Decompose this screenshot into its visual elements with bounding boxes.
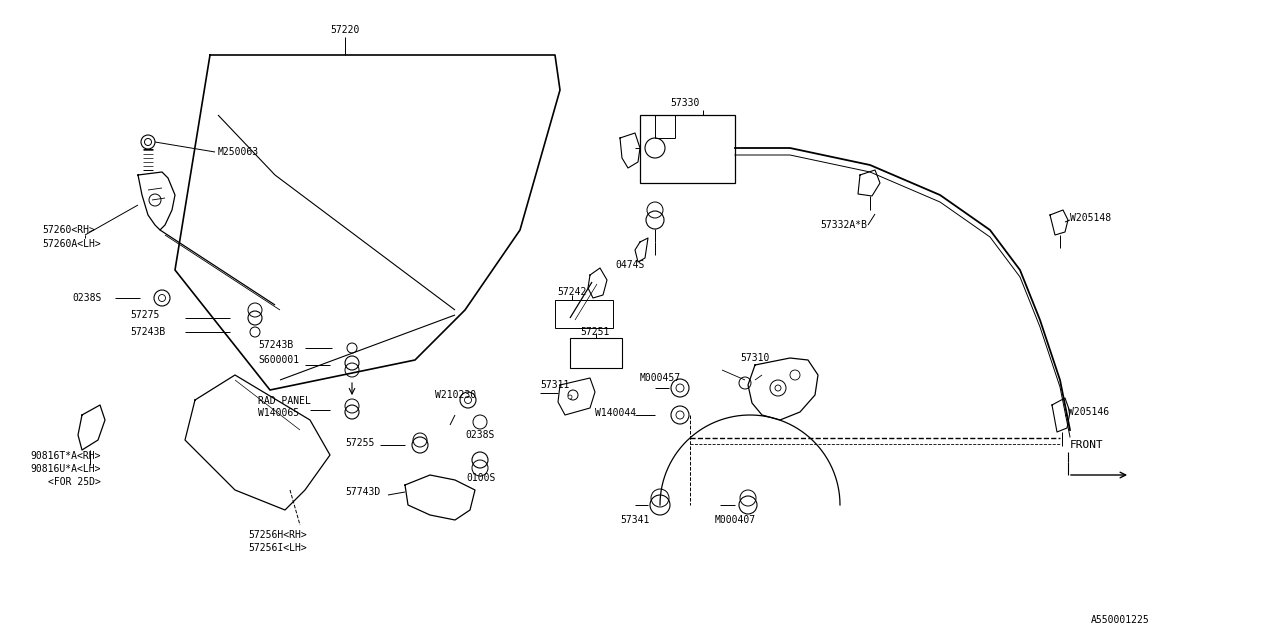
Text: 57330: 57330 — [669, 98, 699, 108]
Text: 57242: 57242 — [557, 287, 586, 297]
Text: 57243B: 57243B — [259, 340, 293, 350]
Text: W205146: W205146 — [1068, 407, 1110, 417]
Text: 57251: 57251 — [580, 327, 609, 337]
Text: W210230: W210230 — [435, 390, 476, 400]
Text: W205148: W205148 — [1070, 213, 1111, 223]
Text: 57256I<LH>: 57256I<LH> — [248, 543, 307, 553]
Text: 57311: 57311 — [540, 380, 570, 390]
Bar — [570, 338, 622, 368]
Text: W140044: W140044 — [595, 408, 636, 418]
Text: <FOR 25D>: <FOR 25D> — [49, 477, 101, 487]
Text: 57220: 57220 — [330, 25, 360, 35]
Text: 57341: 57341 — [620, 515, 649, 525]
Text: 0100S: 0100S — [466, 473, 495, 483]
Text: FRONT: FRONT — [1070, 440, 1103, 450]
Text: RAD PANEL: RAD PANEL — [259, 396, 311, 406]
Text: 57332A*B: 57332A*B — [820, 220, 867, 230]
Text: A550001225: A550001225 — [1092, 615, 1149, 625]
Text: 0474S: 0474S — [614, 260, 644, 270]
Text: 0238S: 0238S — [72, 293, 101, 303]
Text: M250063: M250063 — [218, 147, 259, 157]
Circle shape — [145, 138, 151, 145]
Text: 57255: 57255 — [346, 438, 374, 448]
Text: 57260<RH>: 57260<RH> — [42, 225, 95, 235]
Text: 57260A<LH>: 57260A<LH> — [42, 239, 101, 249]
Text: M000457: M000457 — [640, 373, 681, 383]
Text: 90816T*A<RH>: 90816T*A<RH> — [29, 451, 101, 461]
Text: 57256H<RH>: 57256H<RH> — [248, 530, 307, 540]
Text: W140065: W140065 — [259, 408, 300, 418]
Text: 57743D: 57743D — [346, 487, 380, 497]
Text: 57243B: 57243B — [131, 327, 165, 337]
Text: 57310: 57310 — [740, 353, 769, 363]
Text: M000407: M000407 — [716, 515, 756, 525]
Circle shape — [774, 385, 781, 391]
Text: 90816U*A<LH>: 90816U*A<LH> — [29, 464, 101, 474]
Bar — [556, 300, 613, 328]
Bar — [640, 115, 735, 183]
Circle shape — [568, 395, 572, 399]
Text: 57275: 57275 — [131, 310, 160, 320]
Text: S600001: S600001 — [259, 355, 300, 365]
Text: 0238S: 0238S — [465, 430, 494, 440]
